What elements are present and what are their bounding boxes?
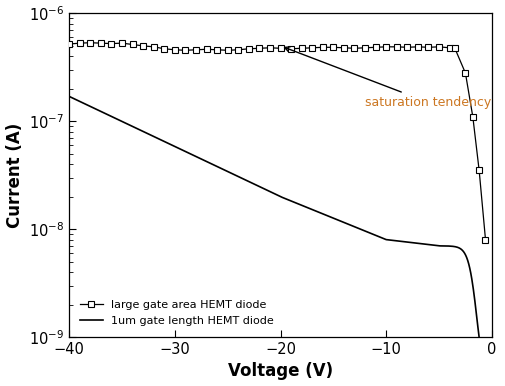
Y-axis label: Current (A): Current (A) xyxy=(6,123,24,228)
X-axis label: Voltage (V): Voltage (V) xyxy=(228,362,332,381)
Text: saturation tendency: saturation tendency xyxy=(284,47,490,109)
Legend: large gate area HEMT diode, 1um gate length HEMT diode: large gate area HEMT diode, 1um gate len… xyxy=(75,295,279,332)
